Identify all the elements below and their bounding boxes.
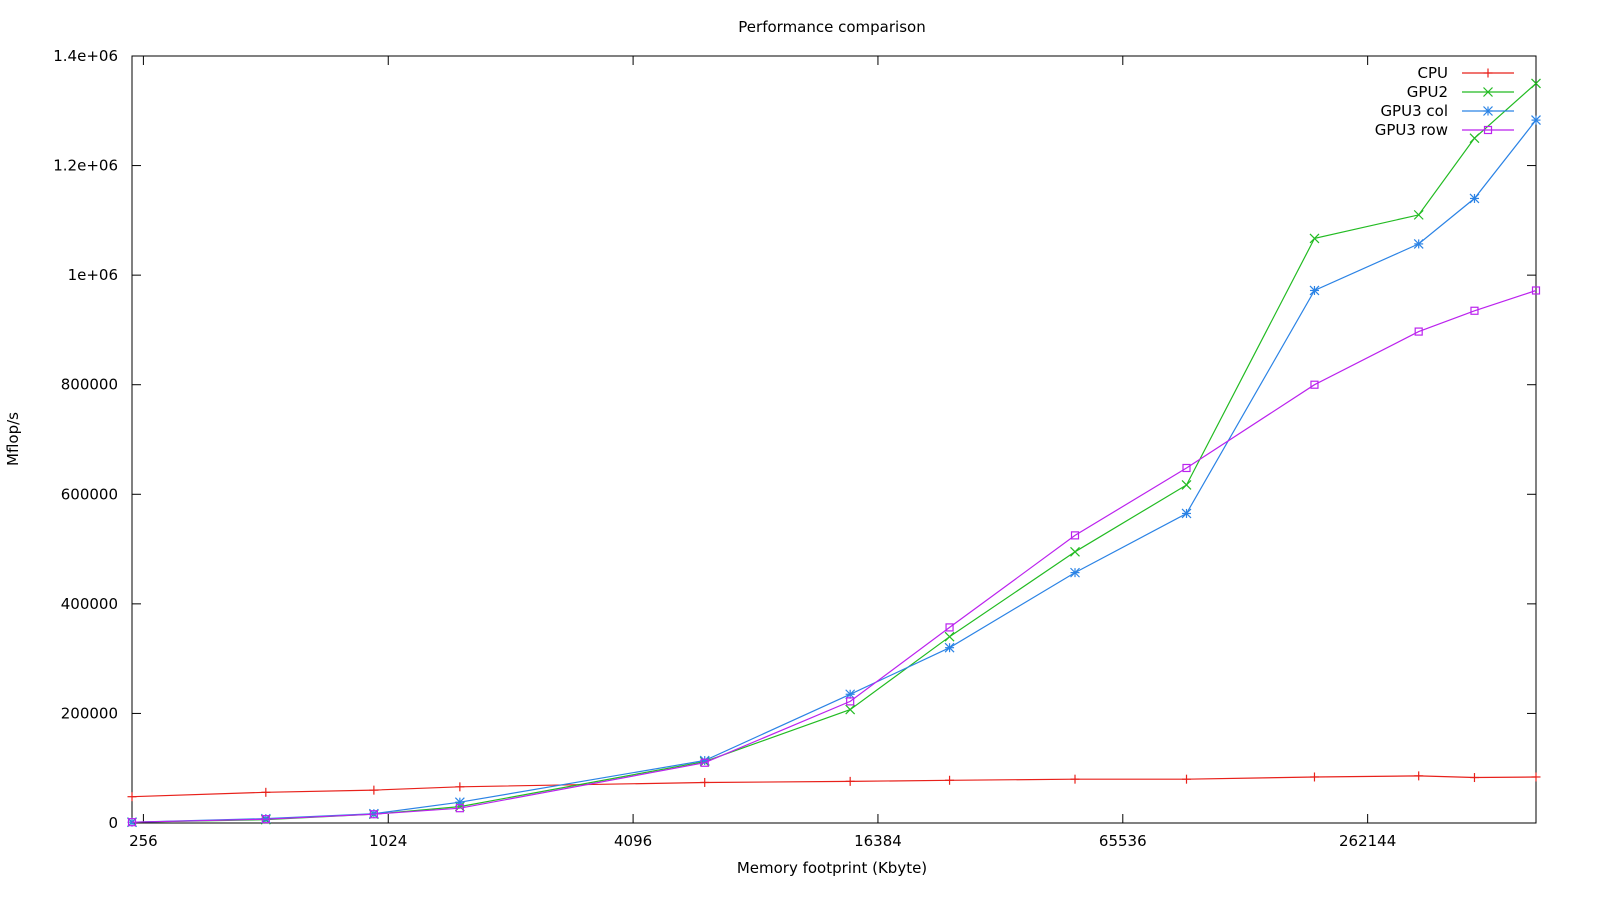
y-tick-label: 1.2e+06 bbox=[53, 157, 118, 175]
legend-marker bbox=[1483, 106, 1493, 116]
data-point-gpu3-row bbox=[369, 810, 378, 819]
y-tick-label: 800000 bbox=[61, 376, 118, 394]
series-gpu3-row bbox=[127, 286, 1541, 827]
data-point-gpu3-col bbox=[944, 642, 955, 653]
legend-item-gpu3-col: GPU3 col bbox=[1380, 102, 1514, 120]
data-point-gpu2 bbox=[845, 704, 856, 715]
data-point-cpu bbox=[945, 775, 955, 785]
series-layer bbox=[127, 78, 1541, 828]
data-point-gpu3-row bbox=[1182, 463, 1191, 473]
y-tick-label: 200000 bbox=[61, 704, 118, 722]
data-point-gpu2 bbox=[1309, 233, 1320, 244]
data-point-gpu3-col bbox=[1469, 193, 1480, 204]
data-point-cpu bbox=[1182, 774, 1192, 784]
data-point-gpu2 bbox=[1070, 546, 1080, 557]
data-point-gpu3-col bbox=[1181, 508, 1192, 519]
y-axis-label: Mflop/s bbox=[4, 412, 22, 466]
data-point-cpu bbox=[369, 785, 379, 795]
y-tick-label: 400000 bbox=[61, 595, 118, 613]
series-gpu3-col bbox=[127, 115, 1541, 828]
plot-frame bbox=[131, 55, 1537, 824]
x-tick-label: 256 bbox=[129, 832, 158, 850]
legend-item-cpu: CPU bbox=[1418, 64, 1514, 82]
data-point-gpu3-row bbox=[1531, 286, 1541, 295]
data-point-gpu3-row bbox=[261, 815, 270, 824]
chart-title: Performance comparison bbox=[738, 18, 925, 36]
series-line-gpu3-row bbox=[131, 289, 1537, 823]
data-point-gpu3-row bbox=[1070, 531, 1080, 540]
data-point-gpu2 bbox=[1413, 209, 1424, 220]
data-point-cpu bbox=[127, 792, 137, 802]
data-point-cpu bbox=[1531, 772, 1541, 782]
x-tick-label: 65536 bbox=[1099, 832, 1147, 850]
data-point-gpu3-col bbox=[1070, 567, 1080, 578]
data-point-cpu bbox=[1309, 772, 1319, 782]
legend-item-gpu2: GPU2 bbox=[1407, 83, 1514, 101]
x-axis-ticks: 256 1024 4096 16384 65536 262144 bbox=[129, 56, 1396, 850]
legend-label: GPU2 bbox=[1407, 83, 1448, 101]
data-point-cpu bbox=[261, 787, 271, 797]
data-point-gpu2 bbox=[1531, 78, 1541, 89]
x-tick-label: 16384 bbox=[854, 832, 902, 850]
legend-marker bbox=[1483, 87, 1493, 97]
legend-item-gpu3-row: GPU3 row bbox=[1375, 121, 1514, 139]
x-tick-label: 4096 bbox=[614, 832, 652, 850]
data-point-gpu3-row bbox=[455, 804, 464, 813]
data-point-gpu3-row bbox=[846, 697, 855, 706]
x-tick-label: 262144 bbox=[1339, 832, 1396, 850]
series-line-gpu2 bbox=[131, 82, 1537, 823]
data-point-gpu3-row bbox=[1414, 327, 1423, 336]
y-tick-label: 1.4e+06 bbox=[53, 47, 118, 65]
data-point-gpu3-col bbox=[845, 689, 856, 700]
legend-marker bbox=[1483, 125, 1493, 135]
series-line-gpu3-col bbox=[131, 119, 1537, 823]
x-tick-label: 1024 bbox=[369, 832, 407, 850]
data-point-gpu3-row bbox=[700, 758, 709, 767]
data-point-gpu3-row bbox=[127, 818, 137, 827]
y-tick-label: 1e+06 bbox=[68, 266, 118, 284]
data-point-gpu3-row bbox=[1310, 380, 1319, 389]
data-point-gpu2 bbox=[1469, 133, 1480, 144]
data-point-gpu3-col bbox=[1413, 238, 1424, 249]
x-axis-label: Memory footprint (Kbyte) bbox=[737, 859, 927, 877]
legend-label: CPU bbox=[1418, 64, 1449, 82]
data-point-cpu bbox=[845, 776, 855, 786]
data-point-gpu3-col bbox=[1531, 115, 1541, 126]
data-point-cpu bbox=[1414, 771, 1424, 781]
data-point-cpu bbox=[700, 777, 710, 787]
legend-label: GPU3 col bbox=[1380, 102, 1448, 120]
data-point-cpu bbox=[455, 782, 465, 792]
data-point-cpu bbox=[1469, 773, 1479, 783]
data-point-gpu2 bbox=[944, 631, 955, 642]
legend-label: GPU3 row bbox=[1375, 121, 1448, 139]
data-point-cpu bbox=[1070, 774, 1080, 784]
series-line-cpu bbox=[131, 775, 1537, 798]
data-point-gpu2 bbox=[1181, 480, 1192, 490]
data-point-gpu3-row bbox=[945, 623, 954, 632]
series-gpu2 bbox=[127, 78, 1541, 828]
series-cpu bbox=[127, 771, 1541, 802]
y-axis-ticks: 0 200000 400000 600000 800000 1e+06 1.2e+06 1.4… bbox=[53, 47, 1536, 832]
data-point-gpu3-col bbox=[1309, 285, 1320, 296]
y-tick-label: 0 bbox=[108, 814, 118, 832]
y-tick-label: 600000 bbox=[61, 485, 118, 503]
data-point-gpu3-row bbox=[1470, 306, 1479, 315]
legend-marker bbox=[1483, 68, 1493, 78]
